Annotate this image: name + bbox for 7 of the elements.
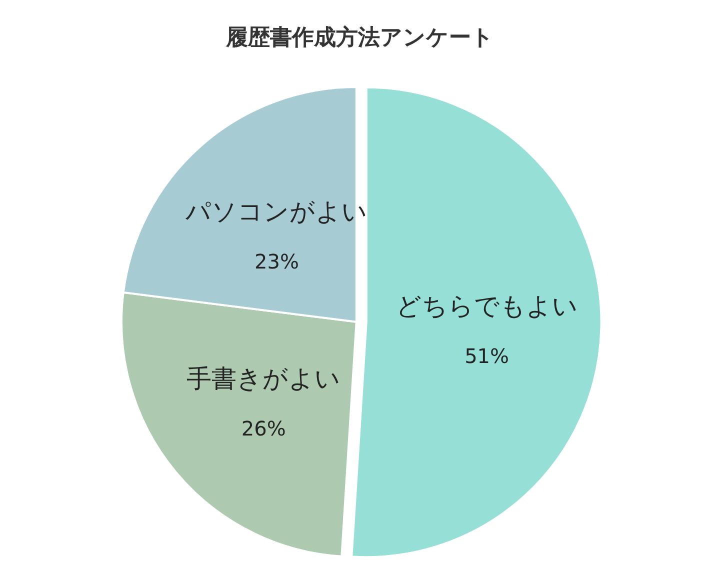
data-label: 51% [464, 344, 510, 368]
slice-label: どちらでもよい [396, 291, 578, 320]
slice-label: パソコンがよい [184, 197, 368, 226]
data-label: 26% [241, 416, 286, 441]
slice-label: 手書きがよい [186, 364, 341, 394]
data-label: 23% [254, 250, 299, 274]
chart-title: 履歴書作成方法アンケート [225, 24, 494, 50]
